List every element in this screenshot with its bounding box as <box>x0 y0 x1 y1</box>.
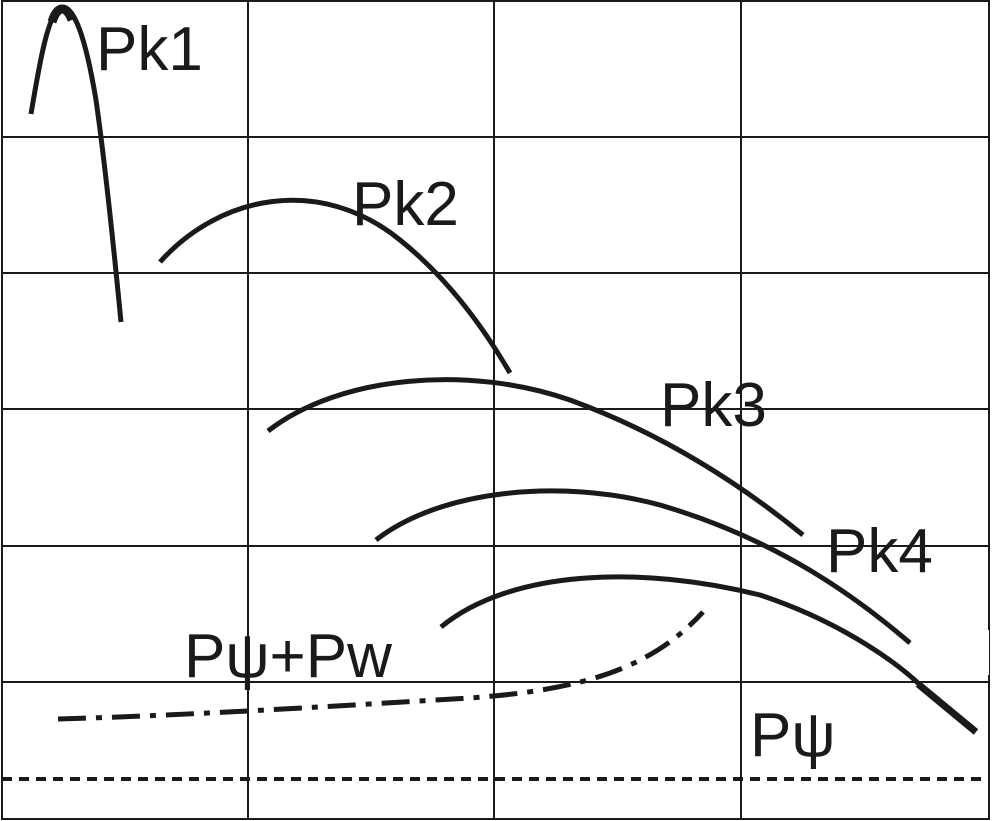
curve-p-psi-pw <box>57 610 705 722</box>
label-p-psi: Pψ <box>750 701 836 770</box>
label-p-psi-pw: Pψ+Pw <box>184 622 392 691</box>
curve-pk3 <box>266 377 805 537</box>
label-pk3: Pk3 <box>660 371 767 440</box>
label-pk1: Pk1 <box>96 15 203 84</box>
curve-pk1 <box>28 4 124 323</box>
curve-pk5 <box>439 574 922 687</box>
label-pk4: Pk4 <box>826 517 933 586</box>
label-pk2: Pk2 <box>352 170 459 239</box>
curve-pk5-tail <box>915 681 979 735</box>
curve-pk2 <box>158 197 513 375</box>
label-mask <box>912 630 989 675</box>
curve-pk1-peak <box>47 4 77 24</box>
curve-pk4 <box>374 488 912 645</box>
